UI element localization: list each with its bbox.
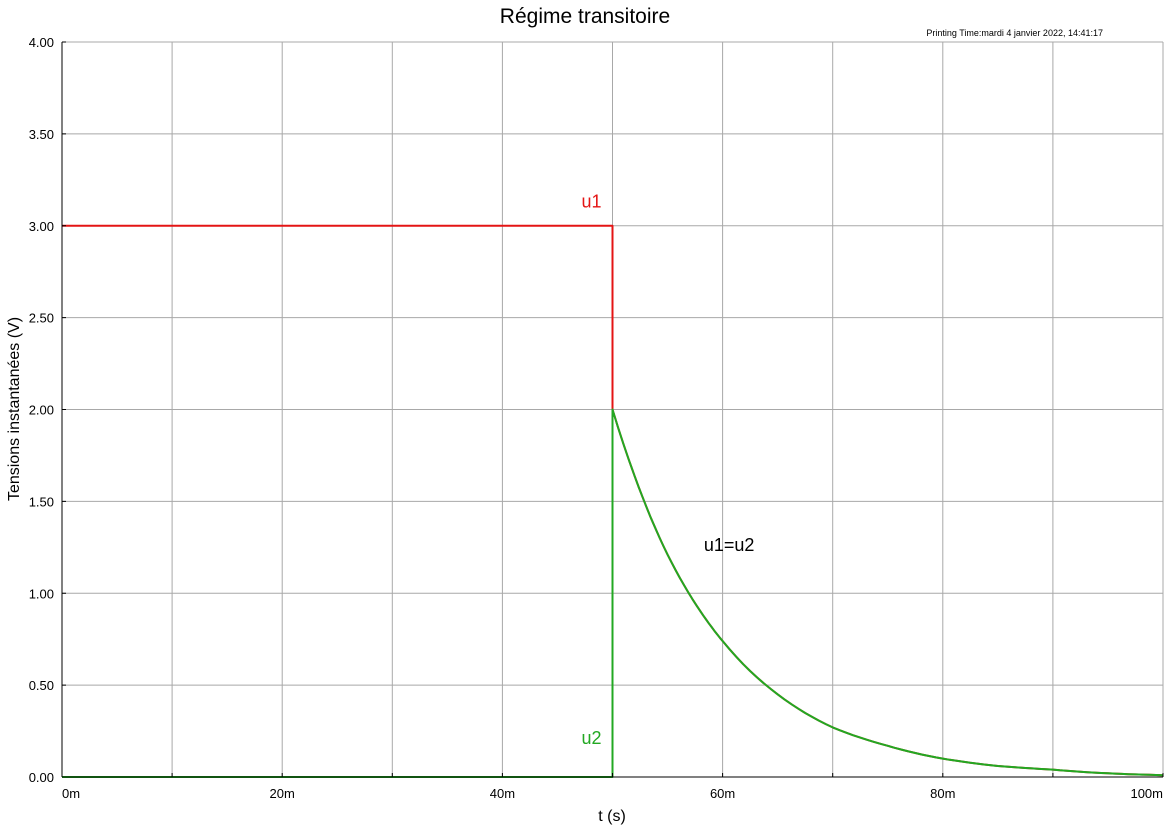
y-tick-label: 2.00: [29, 403, 54, 418]
y-tick-label: 3.00: [29, 219, 54, 234]
annotations: u1 u2 u1=u2: [581, 191, 754, 748]
y-tick-label: 4.00: [29, 35, 54, 50]
tick-labels: 0m 20m 40m 60m 80m 100m 0.00 0.50 1.00 1.50 2.00 2.…: [29, 35, 1163, 801]
x-tick-label: 100m: [1130, 786, 1163, 801]
x-tick-label: 0m: [62, 786, 80, 801]
y-tick-label: 1.00: [29, 586, 54, 601]
x-tick-label: 20m: [270, 786, 295, 801]
annotation-u2: u2: [581, 728, 601, 748]
x-tick-label: 60m: [710, 786, 735, 801]
y-axis-label: Tensions instantanées (V): [6, 317, 23, 501]
x-axis-label: t (s): [598, 808, 626, 825]
y-tick-label: 2.50: [29, 311, 54, 326]
y-tick-label: 1.50: [29, 494, 54, 509]
annotation-u1-eq-u2: u1=u2: [704, 535, 755, 555]
x-tick-label: 40m: [490, 786, 515, 801]
y-tick-label: 3.50: [29, 127, 54, 142]
printing-time: Printing Time:mardi 4 janvier 2022, 14:4…: [926, 28, 1103, 38]
axes: [61, 41, 1164, 778]
y-tick-label: 0.00: [29, 770, 54, 785]
x-tick-label: 80m: [930, 786, 955, 801]
y-tick-label: 0.50: [29, 678, 54, 693]
annotation-u1: u1: [581, 191, 601, 211]
series-line-u2: [62, 408, 1164, 778]
chart-title: Régime transitoire: [500, 5, 670, 28]
series-layer: [62, 224, 1164, 778]
